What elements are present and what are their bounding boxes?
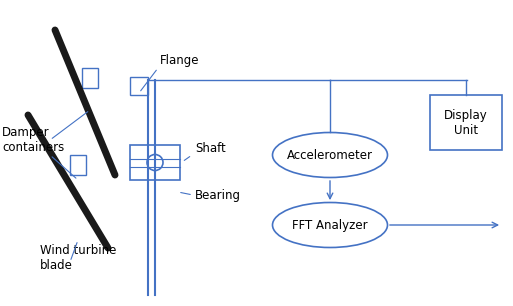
Text: Shaft: Shaft: [195, 141, 226, 155]
Text: Accelerometer: Accelerometer: [287, 148, 373, 162]
Text: Bearing: Bearing: [195, 188, 241, 201]
Text: FFT Analyzer: FFT Analyzer: [292, 218, 368, 232]
Text: Wind turbine
blade: Wind turbine blade: [40, 244, 116, 272]
Bar: [82, 68, 98, 88]
Bar: [130, 145, 180, 180]
Text: Damper
containers: Damper containers: [2, 126, 64, 154]
Bar: [130, 77, 148, 95]
Bar: [430, 95, 502, 150]
Bar: [70, 155, 86, 175]
Text: Display
Unit: Display Unit: [444, 109, 488, 136]
Text: Flange: Flange: [160, 54, 200, 66]
